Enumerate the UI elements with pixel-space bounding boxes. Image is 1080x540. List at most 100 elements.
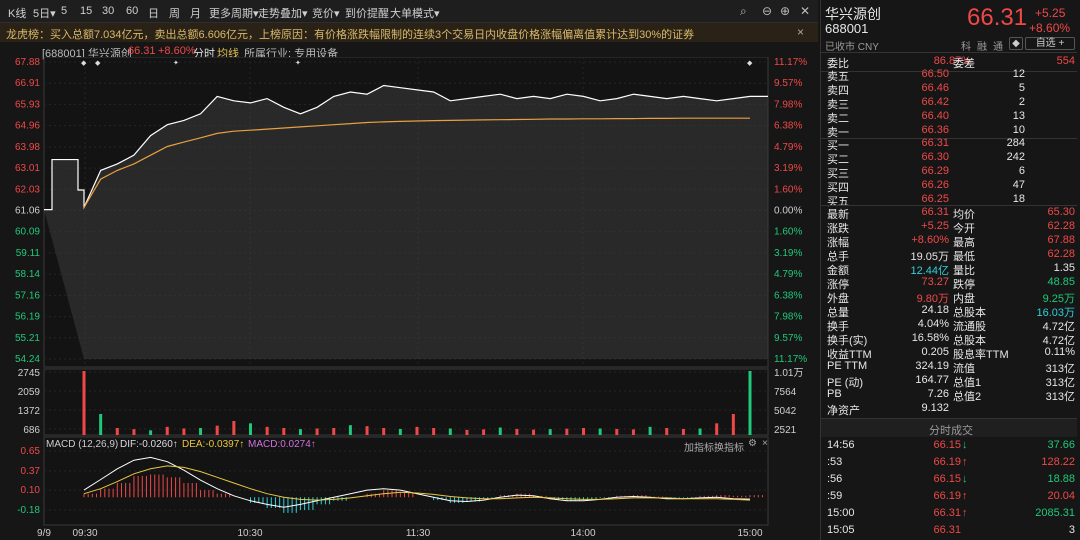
toolbar-item-10[interactable]: 走势叠加▾ [258, 8, 308, 20]
stat-row: 换手(实) 16.58% 总股本 4.72亿 [827, 332, 1075, 347]
info-price: 66.31 [128, 45, 156, 57]
x-tick: 10:30 [237, 528, 262, 539]
volume-bar [715, 423, 719, 435]
change-indicator-button[interactable]: 换指标 [714, 443, 744, 454]
volume-bar [432, 428, 436, 435]
y-tick-left: 61.06 [15, 206, 40, 217]
volume-bar [448, 428, 452, 435]
volume-bar [382, 428, 386, 435]
y-tick-left: 64.96 [15, 121, 40, 132]
quote-panel: 华兴源创 688001 已收市 CNY 66.31 +5.25 +8.60% 科… [820, 0, 1080, 540]
stat-row: 外盘 9.80万 内盘 9.25万 [827, 293, 1075, 305]
volume-bar [149, 430, 153, 435]
intraday-chart: 67.88 11.17% 66.91 9.57% 65.93 7.98% 64.96 6.38… [15, 57, 807, 540]
volume-bar [315, 428, 319, 435]
macd-header: MACD (12,26,9) DIF:-0.0260↑ DEA:-0.0397↑… [46, 438, 816, 454]
volume-frame [43, 368, 769, 436]
volume-bar [648, 426, 652, 435]
toolbar-item-9[interactable]: 更多周期▾ [209, 8, 259, 20]
toolbar-item-4[interactable]: 30 [102, 5, 115, 17]
tag-tong: 通 [993, 42, 1003, 53]
macd-tick: 0.65 [21, 446, 41, 457]
x-tick: 9/9 [37, 528, 51, 539]
toolbar-item-5[interactable]: 60 [126, 5, 139, 17]
toolbar-item-11[interactable]: 竞价▾ [312, 8, 340, 20]
info-change: +8.60% [158, 45, 196, 57]
direction-arrow: ↑ [962, 456, 968, 468]
stat-row: 总手 19.05万 最低 62.28 [827, 248, 1075, 263]
close-icon[interactable]: × [762, 438, 768, 449]
volume-bar [298, 429, 302, 435]
vol-tick-left: 1372 [18, 406, 41, 417]
stat-row: 换手 4.04% 流通股 4.72亿 [827, 318, 1075, 333]
toolbar-item-8[interactable]: 月 [190, 8, 201, 20]
volume-bar [365, 426, 369, 435]
y-tick-right: 3.19% [774, 163, 802, 174]
tick-row: :53 66.19 ↑ 128.22 [827, 456, 1075, 468]
y-tick-right: 9.57% [774, 333, 802, 344]
market-status: 已收市 CNY [825, 42, 879, 53]
volume-bar [465, 429, 469, 435]
volume-bar [199, 428, 203, 435]
volume-bar [565, 428, 569, 435]
volume-bar [631, 429, 635, 435]
stat-row: PE (动) 164.77 总值1 313亿 [827, 374, 1075, 389]
ask-level: 卖二 66.40 13 [827, 110, 1025, 125]
maximize-icon[interactable]: ⊕ [780, 4, 791, 18]
volume-bar [731, 414, 735, 435]
dragon-tiger-notice: 龙虎榜：买入总额7.034亿元，卖出总额6.606亿元，上榜原因：有价格涨跌幅限… [0, 23, 818, 42]
vol-tick-right: 7564 [774, 387, 797, 398]
add-indicator-button[interactable]: 加指标 [684, 443, 714, 454]
macd-tick: 0.37 [21, 466, 41, 477]
toolbar-item-2[interactable]: 5 [61, 5, 68, 17]
toolbar-item-12[interactable]: 到价提醒 [345, 8, 389, 20]
price-change: +5.25 [1035, 6, 1066, 20]
vol-tick-left: 686 [23, 425, 40, 436]
toolbar-item-7[interactable]: 周 [169, 8, 180, 20]
y-tick-left: 65.93 [15, 99, 40, 110]
volume-bar [348, 425, 352, 435]
dif-value: DIF:-0.0260↑ [120, 439, 178, 450]
y-tick-left: 63.98 [15, 142, 40, 153]
tick-row: 14:56 66.15 ↓ 37.66 [827, 439, 1075, 451]
tick-row: :59 66.19 ↑ 20.04 [827, 490, 1075, 502]
search-icon[interactable]: ⌕ [740, 4, 747, 18]
volume-bar [681, 428, 685, 435]
stock-name: 华兴源创 [825, 6, 881, 22]
y-tick-right: 6.38% [774, 290, 802, 301]
toolbar-item-6[interactable]: 日 [148, 8, 159, 20]
settings-icon[interactable]: ⚙ [748, 438, 757, 449]
volume-bar [332, 428, 336, 435]
y-tick-left: 55.21 [15, 333, 40, 344]
ticks-header: 分时成交 [821, 419, 1077, 437]
close-icon[interactable]: × [797, 25, 805, 39]
toolbar-item-1[interactable]: 5日▾ [33, 8, 56, 20]
bid-level: 买四 66.26 47 [827, 179, 1025, 194]
close-icon[interactable]: ✕ [800, 4, 811, 18]
volume-bar [249, 423, 252, 435]
minimize-icon[interactable]: ⊖ [762, 4, 773, 18]
volume-bar [515, 428, 519, 435]
toolbar-item-3[interactable]: 15 [80, 5, 93, 17]
y-tick-right: 7.98% [774, 312, 802, 323]
toolbar-item-0[interactable]: K线 [8, 8, 27, 20]
tag-ke: 科 [961, 42, 971, 53]
toolbar-item-13[interactable]: 大单模式▾ [390, 8, 440, 20]
volume-bar [582, 428, 585, 435]
stat-row: 金额 12.44亿 量比 1.35 [827, 262, 1075, 277]
stat-row: 净资产 9.132 [827, 402, 949, 417]
volume-bar [615, 428, 619, 435]
volume-bar [598, 428, 602, 435]
event-marker: ◆ [95, 60, 101, 67]
volume-bar [482, 429, 486, 435]
stat-row: 最新 66.31 均价 65.30 [827, 206, 1075, 221]
time-axis: 9/9 09:30 10:30 11:30 14:00 15:00 [37, 528, 763, 539]
y-tick-left: 66.91 [15, 78, 40, 89]
ask-level: 卖一 66.36 10 [827, 124, 1025, 139]
y-tick-right: 1.60% [774, 184, 802, 195]
dif-line [83, 456, 751, 508]
watchlist-button[interactable]: 自选 + [1025, 37, 1075, 50]
bell-icon[interactable]: ◆ [1009, 37, 1023, 50]
dea-value: DEA:-0.0397↑ [182, 439, 245, 450]
tag-rong: 融 [977, 42, 987, 53]
